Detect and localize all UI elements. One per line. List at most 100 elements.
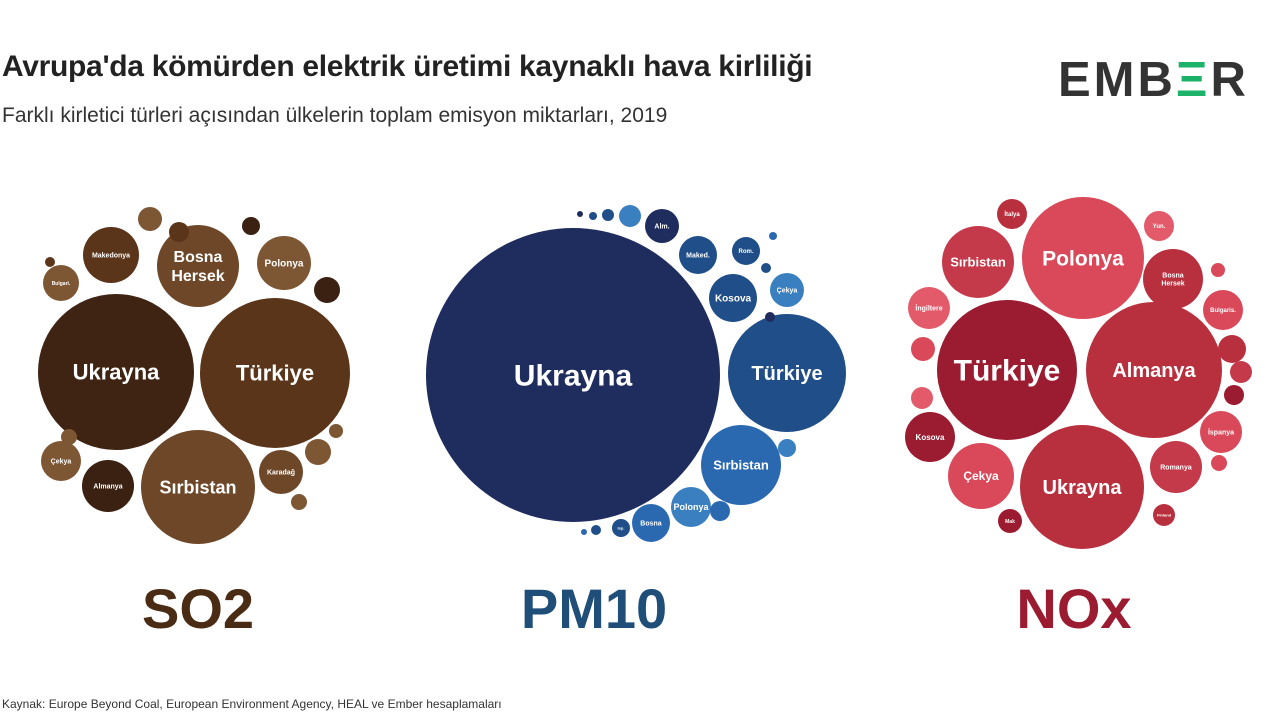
bubble-nox-11	[1203, 290, 1243, 330]
bubble-nox-9	[1200, 411, 1242, 453]
bubble-nox-17	[1218, 335, 1246, 363]
bubble-so2-2	[141, 430, 255, 544]
bubble-nox-5	[948, 443, 1014, 509]
bubble-nox-1	[1086, 302, 1222, 438]
source-note: Kaynak: Europe Beyond Coal, European Env…	[2, 697, 502, 711]
bubble-nox-13	[997, 199, 1027, 229]
bubble-nox-0	[937, 300, 1077, 440]
bubble-so2-10	[138, 207, 162, 231]
bubble-label-so2-8: Karadağ	[267, 469, 295, 476]
bubble-nox-18	[911, 387, 933, 409]
bubble-label-so2-5: Makedonya	[92, 252, 130, 259]
bubble-pm10-17	[591, 525, 601, 535]
ember-logo: EMBΞR	[1058, 52, 1249, 108]
bubble-nox-6	[905, 412, 955, 462]
bubble-label-so2-0: Ukrayna	[73, 360, 161, 385]
bubble-label-pm10-8: Polonya	[673, 502, 709, 512]
bubble-so2-15	[329, 424, 343, 438]
bubble-pm10-3	[709, 274, 757, 322]
bubble-pm10-8	[671, 487, 711, 527]
bubble-pm10-12	[710, 501, 730, 521]
logo-left: EMB	[1058, 53, 1176, 107]
bubble-so2-17	[291, 494, 307, 510]
bubble-pm10-4	[770, 273, 804, 307]
bubble-nox-2	[1020, 425, 1144, 549]
bubble-so2-18	[45, 257, 55, 267]
bubble-so2-14	[305, 439, 331, 465]
bubble-nox-16	[911, 337, 935, 361]
bubble-label-pm10-9: Bosna	[640, 520, 662, 527]
bubble-pm10-9	[632, 504, 670, 542]
bubble-pm10-10	[612, 519, 630, 537]
bubble-nox-14	[998, 509, 1022, 533]
bubble-nox-8	[1143, 249, 1203, 309]
bubble-label-so2-2: Sırbistan	[159, 477, 236, 497]
bubble-nox-15	[1153, 504, 1175, 526]
bubble-label-nox-12: Yun.	[1153, 224, 1166, 230]
bubble-label-nox-5: Çekya	[963, 469, 999, 483]
chart-subtitle: Farklı kirletici türleri açısından ülkel…	[2, 104, 668, 127]
bubble-label-nox-14: Mak	[1005, 519, 1015, 525]
chart-title: Avrupa'da kömürden elektrik üretimi kayn…	[2, 50, 813, 83]
panel-label-pm10: PM10	[520, 577, 668, 640]
bubble-label-pm10-2: Sırbistan	[713, 458, 769, 473]
logo-right: R	[1210, 53, 1249, 107]
bubble-pm10-1	[728, 314, 846, 432]
bubble-label-so2-6: Çekya	[51, 458, 72, 465]
bubble-pm10-21	[769, 232, 777, 240]
bubble-label-pm10-0: Ukrayna	[514, 360, 633, 393]
bubble-pm10-11	[619, 205, 641, 227]
bubble-label-nox-8: Bosna Hersek	[1161, 272, 1184, 287]
bubble-label-nox-3: Polonya	[1042, 247, 1124, 270]
bubble-nox-22	[1211, 455, 1227, 471]
bubble-label-nox-11: Bulgaris.	[1210, 308, 1236, 314]
bubble-so2-11	[169, 222, 189, 242]
bubble-pm10-18	[581, 529, 587, 535]
bubble-label-nox-13: İtalya	[1004, 211, 1020, 218]
bubble-so2-0	[38, 294, 194, 450]
bubble-pm10-15	[589, 212, 597, 220]
bubble-pm10-13	[778, 439, 796, 457]
bubble-label-pm10-3: Kosova	[715, 294, 752, 305]
logo-accent-letter: Ξ	[1175, 53, 1211, 107]
bubble-nox-19	[1230, 361, 1252, 383]
bubble-label-nox-9: İspanya	[1208, 428, 1234, 436]
bubble-label-nox-15: Finland	[1157, 512, 1172, 517]
bubble-so2-13	[314, 277, 340, 303]
bubble-label-pm10-7: Rom.	[739, 249, 754, 255]
bubble-label-nox-6: Kosova	[916, 433, 945, 442]
bubble-label-nox-1: Almanya	[1112, 360, 1196, 382]
bubble-pm10-6	[645, 209, 679, 243]
bubble-label-nox-2: Ukrayna	[1043, 477, 1123, 499]
bubble-nox-7	[1150, 441, 1202, 493]
bubble-so2-4	[257, 236, 311, 290]
bubble-so2-8	[259, 450, 303, 494]
bubble-nox-20	[1224, 385, 1244, 405]
bubble-so2-16	[61, 429, 77, 445]
bubble-label-so2-3: Bosna Hersek	[171, 249, 224, 285]
bubble-label-pm10-4: Çekya	[777, 287, 798, 294]
bubble-nox-4	[942, 226, 1014, 298]
bubble-pm10-14	[602, 209, 614, 221]
bubble-nox-10	[908, 287, 950, 329]
bubble-so2-1	[200, 298, 350, 448]
bubble-pm10-7	[732, 237, 760, 265]
panel-label-so2: SO2	[141, 577, 255, 640]
bubble-so2-3	[157, 225, 239, 307]
bubble-label-pm10-10: Isp.	[618, 525, 625, 530]
bubble-label-so2-4: Polonya	[265, 259, 304, 270]
panel-label-nox: NOx	[1016, 577, 1132, 640]
bubble-label-pm10-6: Alm.	[654, 223, 669, 230]
bubble-label-nox-10: İngiltere	[915, 304, 942, 312]
bubble-so2-9	[43, 265, 79, 301]
bubble-pm10-2	[701, 425, 781, 505]
bubble-so2-7	[82, 460, 134, 512]
bubble-so2-6	[41, 441, 81, 481]
bubble-pm10-19	[761, 263, 771, 273]
bubble-label-nox-0: Türkiye	[954, 355, 1061, 388]
bubble-label-so2-1: Türkiye	[236, 361, 314, 386]
bubble-so2-12	[242, 217, 260, 235]
bubble-label-pm10-5: Maked.	[686, 252, 710, 259]
bubble-label-pm10-1: Türkiye	[751, 363, 822, 385]
